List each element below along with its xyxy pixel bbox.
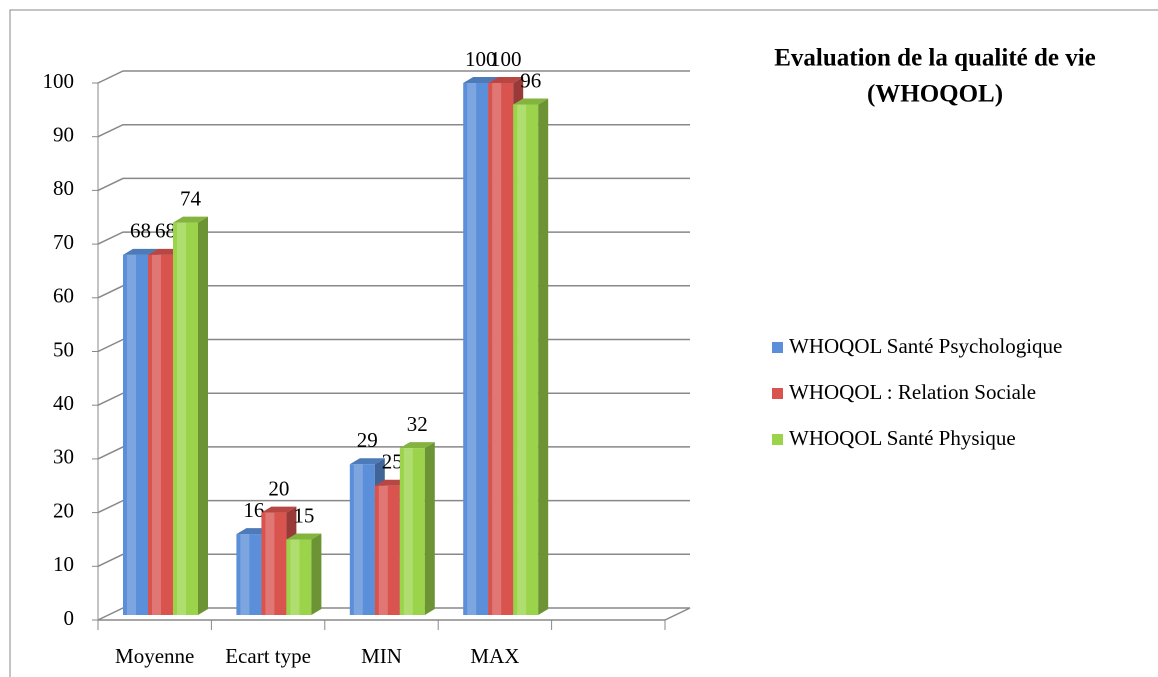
y-tick-label: 0 xyxy=(64,606,75,630)
x-tick-label: Moyenne xyxy=(115,644,194,668)
bar-top xyxy=(173,216,208,223)
legend-label: WHOQOL Santé Physique xyxy=(789,426,1016,450)
bar-highlight xyxy=(290,539,300,615)
bar-top xyxy=(399,442,435,449)
bar-side xyxy=(311,533,322,615)
bar-top xyxy=(349,458,385,465)
value-label: 15 xyxy=(293,503,314,527)
value-label: 100 xyxy=(490,47,522,71)
value-label: 32 xyxy=(407,412,428,436)
bar-highlight xyxy=(177,222,186,615)
value-label: 25 xyxy=(382,450,403,474)
value-label: 68 xyxy=(130,219,151,243)
legend-swatch xyxy=(772,342,783,353)
bar-top xyxy=(513,98,549,105)
y-tick-label: 60 xyxy=(53,284,74,308)
value-label: 20 xyxy=(268,476,289,500)
y-tick-label: 40 xyxy=(53,391,74,415)
bar-highlight xyxy=(467,83,477,615)
bar-highlight xyxy=(378,485,388,615)
legend-label: WHOQOL Santé Psychologique xyxy=(789,334,1062,358)
bar-top xyxy=(488,77,524,83)
legend-swatch xyxy=(772,434,783,445)
bar-highlight xyxy=(353,464,363,615)
y-tick-label: 70 xyxy=(53,230,74,254)
value-label: 96 xyxy=(520,68,541,92)
legend-swatch xyxy=(772,388,783,399)
y-tick-label: 30 xyxy=(53,445,74,469)
chart-border xyxy=(9,9,1158,677)
value-label: 16 xyxy=(243,498,264,522)
bar-highlight xyxy=(492,83,502,615)
bar-side xyxy=(538,98,549,616)
bar-top xyxy=(261,506,297,513)
bar-top xyxy=(286,533,322,540)
bar-highlight xyxy=(127,254,136,615)
bar-side xyxy=(198,216,208,615)
legend-label: WHOQOL : Relation Sociale xyxy=(789,380,1036,404)
bar-highlight xyxy=(240,534,250,615)
bar-highlight xyxy=(152,254,161,615)
bar-highlight xyxy=(403,448,413,615)
bar-highlight xyxy=(517,104,527,615)
grid-line xyxy=(97,123,690,138)
chart-title: (WHOQOL) xyxy=(867,81,1003,108)
x-tick-label: MAX xyxy=(470,644,519,668)
value-label: 68 xyxy=(155,219,176,243)
y-tick-label: 50 xyxy=(53,337,74,361)
value-label: 100 xyxy=(465,47,497,71)
floor-edge xyxy=(664,607,691,621)
value-label: 74 xyxy=(180,186,202,210)
bar-top xyxy=(123,248,158,255)
chart-title: Evaluation de la qualité de vie xyxy=(774,45,1096,72)
y-tick-label: 80 xyxy=(53,176,74,200)
y-tick-label: 20 xyxy=(53,498,74,522)
grid-line xyxy=(97,70,690,84)
bar-side xyxy=(424,442,435,615)
y-tick-label: 10 xyxy=(53,552,74,576)
bar-top xyxy=(463,77,499,83)
y-tick-label: 90 xyxy=(53,123,74,147)
y-tick-label: 100 xyxy=(43,69,75,93)
bar-highlight xyxy=(265,512,275,615)
value-label: 29 xyxy=(357,428,378,452)
x-tick-label: Ecart type xyxy=(225,644,311,668)
x-tick-label: MIN xyxy=(361,644,402,668)
